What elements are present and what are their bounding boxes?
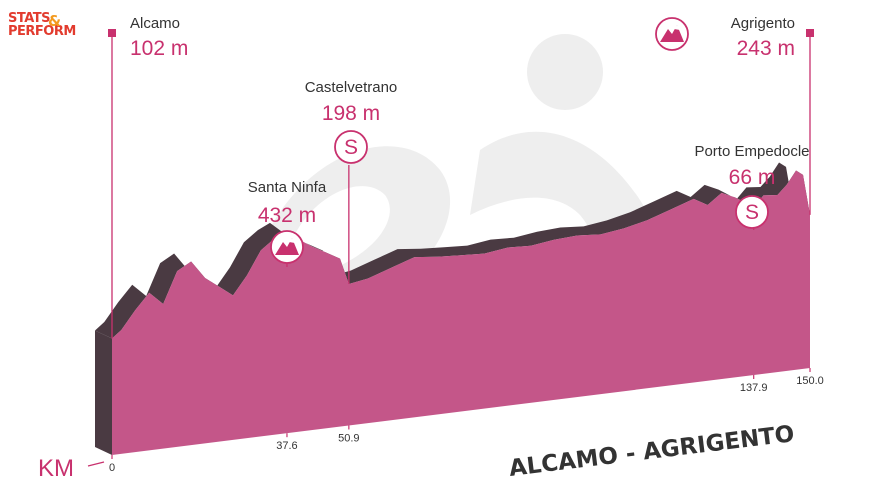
stage-title: ALCAMO - AGRIGENTO [508,421,796,482]
flag-square-4 [806,29,814,37]
point-elevation-4: 243 m [737,37,795,60]
brand-line-2: PERFORM [8,24,76,39]
tick-label-2: 50.9 [338,432,359,444]
tick-label-3: 137.9 [740,382,768,394]
point-elevation-1: 432 m [258,204,316,227]
point-name-1: Santa Ninfa [248,179,327,196]
x-axis-label: KM [38,455,74,482]
mountain-icon-snow [289,238,295,243]
point-labels: Alcamo 102 m Santa Ninfa 432 m Castelvetrano… [130,15,810,264]
point-name-4: Agrigento [731,15,795,32]
tick-label-4: 150.0 [796,375,824,387]
mountain-icon-snow [674,25,680,30]
point-name-0: Alcamo [130,15,180,32]
sprint-icon [334,130,368,164]
watermark-head [527,34,603,110]
brand-line-1: STATS [8,11,51,26]
point-name-3: Porto Empedocle [694,143,809,160]
point-elevation-3: 66 m [729,166,776,189]
point-name-2: Castelvetrano [305,79,398,96]
x-axis-stub [87,461,105,467]
brand-logo: STATS & PERFORM [8,12,88,38]
profile-ridge [95,162,810,339]
flag-square-0 [108,29,116,37]
tick-label-1: 37.6 [276,440,297,452]
sprint-icon-letter: S [745,201,759,224]
elevation-profile [95,162,810,456]
point-elevation-0: 102 m [130,37,188,60]
profile-left-face [95,330,112,455]
tick-label-0: 0 [109,462,115,474]
brand-ampersand: & [48,12,61,30]
point-elevation-2: 198 m [322,102,380,125]
profile-front-face [112,170,810,456]
sprint-icon-letter: S [344,136,358,159]
sprint-icon [735,195,769,229]
